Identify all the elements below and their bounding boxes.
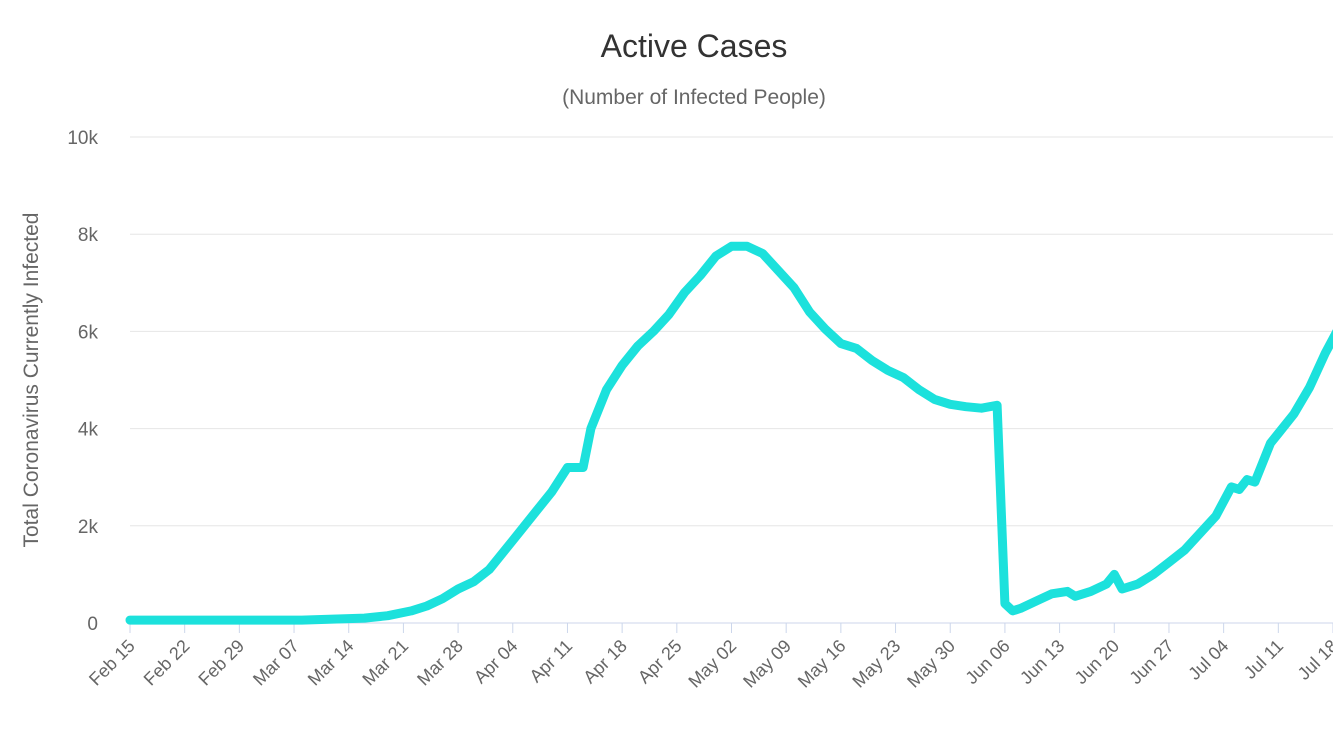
series-line-0 [125,241,1333,625]
x-tick-label: May 30 [903,636,959,692]
y-tick-label: 6k [78,322,99,343]
x-tick-label: Apr 11 [526,636,577,687]
x-axis-ticks: Feb 15 Feb 22 Feb 29 Mar 07 Mar 14 Mar 21 Mar … [85,623,1333,692]
y-tick-label: 4k [78,420,99,441]
x-tick-label: Apr 18 [579,636,631,688]
y-axis-title: Total Coronavirus Currently Infected [20,213,43,548]
x-tick-label: Jun 20 [1071,636,1123,688]
x-tick-label: May 09 [739,636,795,692]
x-tick-label: May 16 [794,636,850,692]
x-tick-label: Jun 27 [1125,636,1177,688]
x-tick-label: Jul 11 [1240,636,1287,683]
chart-subtitle: (Number of Infected People) [562,86,826,109]
x-tick-label: May 23 [848,636,904,692]
x-tick-label: Feb 22 [140,636,194,690]
x-tick-label: Apr 04 [470,636,522,688]
chart-title: Active Cases [600,28,788,64]
y-tick-label: 2k [78,517,99,538]
x-tick-label: Mar 28 [413,636,467,690]
x-tick-label: Feb 29 [194,636,248,690]
x-tick-label: Jun 06 [961,636,1013,688]
y-tick-label: 0 [87,614,98,635]
y-tick-label: 8k [78,225,99,246]
x-tick-label: Jul 04 [1184,636,1232,684]
grid-lines [130,136,1333,624]
x-tick-label: Jul 18 [1294,636,1333,684]
x-tick-label: Feb 15 [85,636,139,690]
y-tick-label: 10k [67,128,98,149]
x-tick-label: Mar 21 [358,636,412,690]
x-tick-label: Mar 07 [249,636,303,690]
x-tick-label: Apr 25 [634,636,686,688]
series-group [125,241,1333,625]
x-tick-label: Jun 13 [1016,636,1068,688]
x-tick-label: May 02 [684,636,740,692]
x-tick-label: Mar 14 [304,636,358,690]
y-axis-ticks: 0 2k 4k 6k 8k 10k [67,128,98,635]
